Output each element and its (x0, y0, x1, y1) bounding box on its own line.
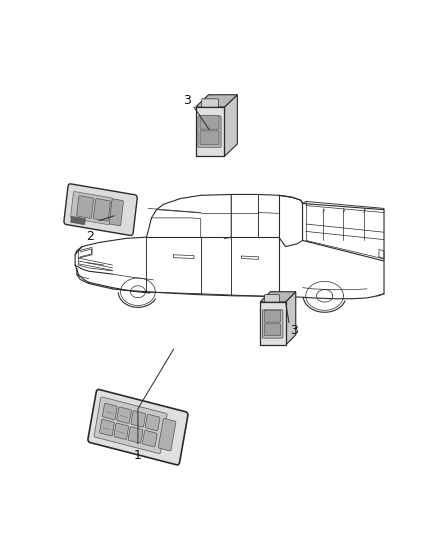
FancyBboxPatch shape (71, 216, 85, 225)
Text: 1: 1 (134, 449, 142, 462)
FancyBboxPatch shape (264, 324, 280, 336)
FancyBboxPatch shape (94, 397, 167, 454)
FancyBboxPatch shape (159, 418, 176, 451)
Text: 2: 2 (86, 230, 94, 243)
Polygon shape (260, 302, 286, 345)
FancyBboxPatch shape (264, 310, 280, 322)
FancyBboxPatch shape (262, 310, 283, 338)
FancyBboxPatch shape (99, 419, 114, 436)
FancyBboxPatch shape (265, 295, 279, 302)
FancyBboxPatch shape (71, 191, 113, 225)
FancyBboxPatch shape (202, 99, 219, 107)
FancyBboxPatch shape (64, 184, 137, 236)
FancyBboxPatch shape (110, 199, 124, 226)
FancyBboxPatch shape (198, 116, 221, 147)
FancyBboxPatch shape (114, 423, 129, 440)
FancyBboxPatch shape (200, 115, 219, 129)
Text: 3: 3 (183, 94, 191, 107)
FancyBboxPatch shape (88, 390, 188, 465)
Text: 3: 3 (290, 324, 297, 337)
Polygon shape (196, 107, 224, 156)
Polygon shape (260, 292, 296, 302)
FancyBboxPatch shape (93, 199, 110, 221)
Polygon shape (286, 292, 296, 345)
FancyBboxPatch shape (77, 196, 94, 219)
FancyBboxPatch shape (128, 427, 143, 443)
FancyBboxPatch shape (131, 410, 146, 427)
FancyBboxPatch shape (117, 407, 131, 423)
Polygon shape (224, 95, 237, 156)
FancyBboxPatch shape (200, 131, 219, 145)
FancyBboxPatch shape (145, 414, 160, 431)
FancyBboxPatch shape (102, 403, 117, 420)
Polygon shape (196, 95, 237, 107)
FancyBboxPatch shape (142, 430, 157, 447)
